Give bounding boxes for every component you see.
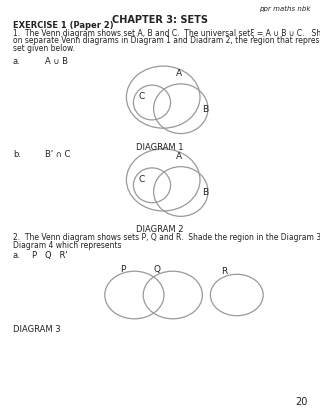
Text: A: A (176, 69, 182, 78)
Text: set given below.: set given below. (13, 44, 75, 53)
Text: ppr maths nbk: ppr maths nbk (259, 6, 310, 12)
Text: P: P (121, 264, 126, 273)
Text: Diagram 4 which represents: Diagram 4 which represents (13, 240, 121, 249)
Text: a.: a. (13, 57, 20, 66)
Text: CHAPTER 3: SETS: CHAPTER 3: SETS (112, 15, 208, 25)
Text: Q: Q (153, 264, 160, 273)
Text: B' ∩ C: B' ∩ C (45, 150, 70, 159)
Text: DIAGRAM 3: DIAGRAM 3 (13, 324, 60, 333)
Text: A: A (176, 151, 182, 160)
Text: EXERCISE 1 (Paper 2): EXERCISE 1 (Paper 2) (13, 21, 113, 30)
Text: C: C (138, 92, 145, 101)
Text: DIAGRAM 2: DIAGRAM 2 (136, 225, 184, 234)
Text: 2.  The Venn diagram shows sets P, Q and R.  Shade the region in the Diagram 3 a: 2. The Venn diagram shows sets P, Q and … (13, 233, 320, 242)
Text: 20: 20 (295, 396, 307, 406)
Text: R: R (221, 266, 227, 275)
Text: on separate Venn diagrams in Diagram 1 and Diadram 2, the region that represents: on separate Venn diagrams in Diagram 1 a… (13, 36, 320, 45)
Text: B: B (202, 105, 208, 114)
Text: C: C (138, 174, 145, 183)
Text: b.: b. (13, 150, 21, 159)
Text: B: B (202, 188, 208, 197)
Text: P   Q   R': P Q R' (32, 251, 68, 260)
Text: 1.  The Venn diagram shows set A, B and C.  The universal setξ = A ∪ B ∪ C.   Sh: 1. The Venn diagram shows set A, B and C… (13, 29, 320, 38)
Text: A ∪ B: A ∪ B (45, 57, 68, 66)
Text: a.: a. (13, 251, 20, 260)
Text: DIAGRAM 1: DIAGRAM 1 (136, 142, 184, 152)
